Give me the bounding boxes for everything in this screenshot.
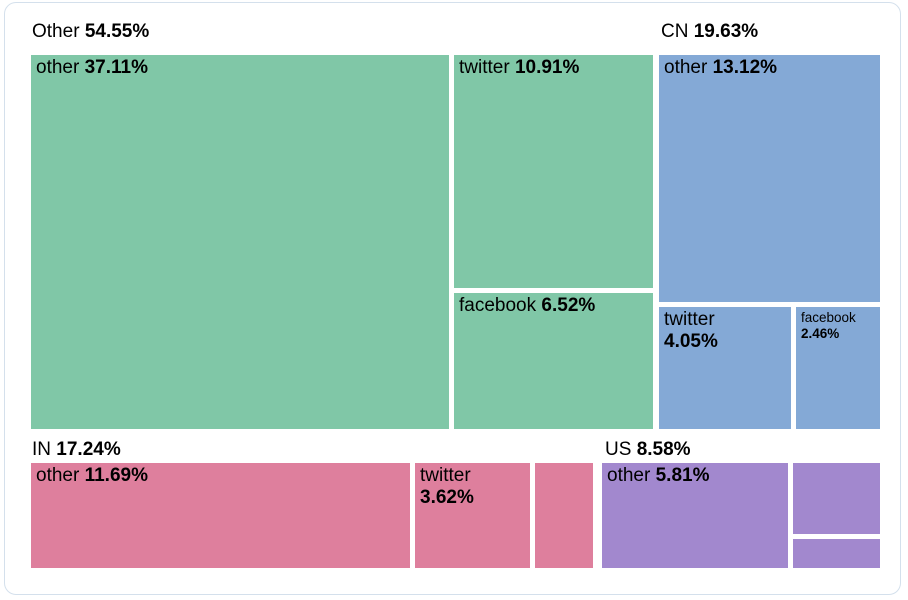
treemap-cell-in-unlabeled[interactable] <box>535 463 593 568</box>
cell-label: other 13.12% <box>664 57 778 78</box>
treemap-cell-us-unlabeled[interactable] <box>793 539 880 568</box>
treemap-cell-us-unlabeled[interactable] <box>793 463 880 534</box>
treemap-group-label-us: US 8.58% <box>605 439 691 460</box>
treemap-cell-other-facebook[interactable]: facebook 6.52% <box>454 293 653 429</box>
cell-label: other 11.69% <box>36 465 148 486</box>
treemap-cell-cn-other[interactable]: other 13.12% <box>659 55 880 302</box>
cell-label: other 37.11% <box>36 57 148 78</box>
treemap-cell-in-other[interactable]: other 11.69% <box>31 463 410 568</box>
cell-label: facebook 2.46% <box>801 310 856 341</box>
treemap-cell-us-other[interactable]: other 5.81% <box>602 463 788 568</box>
treemap-group-label-other: Other 54.55% <box>32 21 150 42</box>
cell-label: facebook 6.52% <box>459 295 596 316</box>
cell-label: other 5.81% <box>607 465 710 486</box>
cell-label: twitter 3.62% <box>420 465 474 508</box>
cell-label: twitter 10.91% <box>459 57 580 78</box>
cell-label: twitter 4.05% <box>664 309 718 352</box>
treemap-cell-other-other[interactable]: other 37.11% <box>31 55 449 429</box>
treemap-group-label-in: IN 17.24% <box>32 439 121 460</box>
treemap-cell-in-twitter[interactable]: twitter 3.62% <box>415 463 530 568</box>
treemap-group-label-cn: CN 19.63% <box>661 21 759 42</box>
treemap-cell-cn-facebook[interactable]: facebook 2.46% <box>796 307 880 429</box>
treemap-cell-other-twitter[interactable]: twitter 10.91% <box>454 55 653 288</box>
treemap-cell-cn-twitter[interactable]: twitter 4.05% <box>659 307 791 429</box>
